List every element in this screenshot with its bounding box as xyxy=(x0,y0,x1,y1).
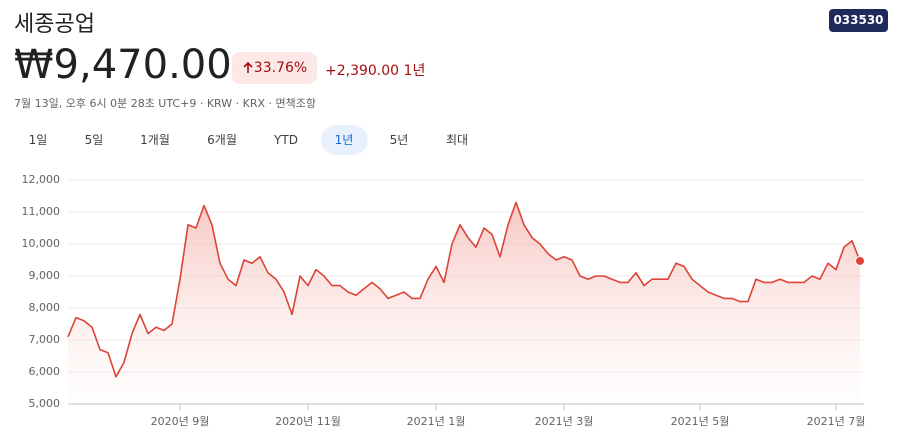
y-tick-label: 5,000 xyxy=(29,397,61,410)
x-tick-label: 2020년 11월 xyxy=(275,415,341,428)
change-period: 1년 xyxy=(403,63,426,79)
subtitle: 7월 13일, 오후 6시 0분 28초 UTC+9 · KRW · KRX ·… xyxy=(14,97,317,110)
stock-name: 세종공업 xyxy=(14,12,95,37)
currency: KRW xyxy=(206,97,233,110)
x-tick-label: 2021년 3월 xyxy=(535,415,594,428)
timestamp: 7월 13일, 오후 6시 0분 28초 UTC+9 xyxy=(14,97,197,110)
range-tab[interactable]: 1년 xyxy=(320,125,368,155)
x-tick-label: 2021년 5월 xyxy=(671,415,730,428)
range-tab[interactable]: 5년 xyxy=(389,133,409,147)
range-tab[interactable]: 5일 xyxy=(84,133,104,147)
range-tab[interactable]: 최대 xyxy=(445,133,469,147)
range-tab[interactable]: 1개월 xyxy=(140,133,170,147)
exchange: KRX xyxy=(242,97,266,110)
y-tick-label: 11,000 xyxy=(22,205,61,218)
x-tick-label: 2021년 7월 xyxy=(807,415,866,428)
y-tick-label: 10,000 xyxy=(22,237,61,250)
area xyxy=(68,202,860,404)
price-line xyxy=(67,201,861,378)
change: +2,390.00 1년 xyxy=(325,60,425,80)
range-tab[interactable]: 6개월 xyxy=(207,133,237,147)
price: ₩9,470.00 xyxy=(14,42,232,88)
ticker-badge[interactable]: 033530 xyxy=(829,9,888,32)
x-tick-label: 2021년 1월 xyxy=(407,415,466,428)
last-point xyxy=(855,255,865,266)
change-percent: 33.76% xyxy=(253,60,308,76)
y-tick-label: 7,000 xyxy=(29,333,61,346)
change-value: +2,390.00 xyxy=(325,63,400,79)
range-tab[interactable]: YTD xyxy=(274,133,298,147)
y-tick-label: 9,000 xyxy=(29,269,61,282)
y-tick-label: 6,000 xyxy=(29,365,61,378)
y-tick-label: 12,000 xyxy=(22,173,61,186)
up-arrow xyxy=(243,61,253,73)
disclaimer[interactable]: 면책조항 xyxy=(275,97,317,110)
range-tab[interactable]: 1일 xyxy=(28,133,48,147)
x-tick-label: 2020년 9월 xyxy=(151,415,210,428)
y-tick-label: 8,000 xyxy=(29,301,61,314)
change-badge: 33.76% xyxy=(232,52,317,84)
